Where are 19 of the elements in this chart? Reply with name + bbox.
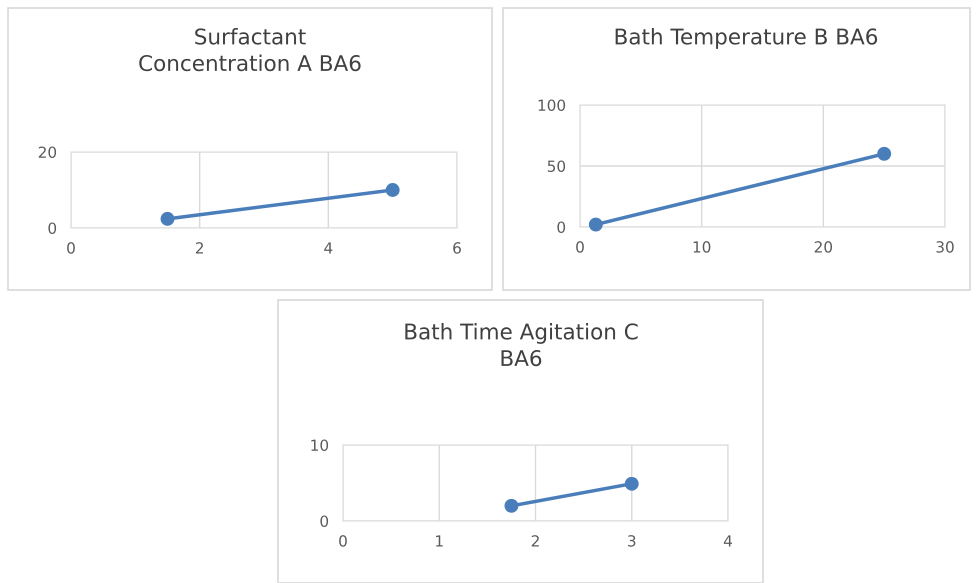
x-tick-label: 0 [67, 242, 75, 254]
x-tick-label: 4 [724, 535, 732, 546]
y-tick-label: 50 [548, 160, 566, 172]
x-tick-label: 0 [339, 535, 347, 547]
x-tick-label: 3 [628, 535, 636, 547]
x-tick-label: 1 [436, 535, 443, 546]
x-tick-label: 20 [814, 241, 832, 253]
x-tick-label: 6 [453, 242, 461, 254]
chart-title: Surfactant Concentration A BA6 [139, 28, 361, 72]
x-tick-label: 2 [532, 535, 539, 546]
x-tick-label: 10 [694, 241, 710, 253]
chart-title: Bath Time Agitation C BA6 [405, 323, 638, 366]
y-tick-label: 100 [538, 99, 566, 112]
x-tick-label: 0 [576, 241, 584, 253]
chart-title: Bath Temperature B BA6 [616, 28, 878, 49]
y-tick-label: 0 [557, 221, 566, 234]
x-tick-label: 2 [196, 242, 203, 254]
x-tick-label: 4 [324, 242, 332, 254]
x-tick-label: 30 [936, 241, 954, 253]
